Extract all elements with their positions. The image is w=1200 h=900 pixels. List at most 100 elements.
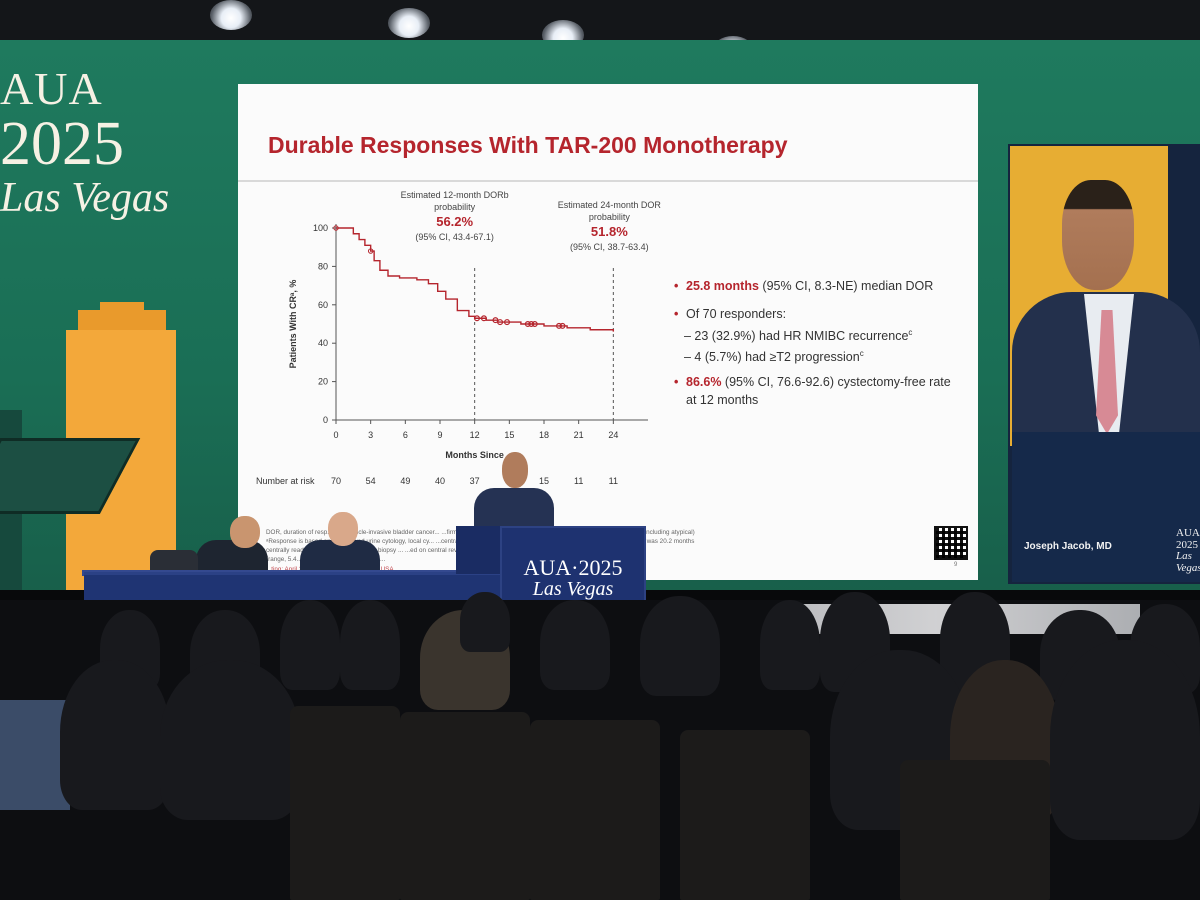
x-tick-label: 12 (470, 430, 480, 440)
panelist-right-head (328, 512, 358, 546)
audience-member (760, 600, 820, 690)
recurrence-sup: c (908, 328, 913, 337)
side-screen-logo: AUA 2025 Las Vegas (1176, 527, 1200, 574)
censor-mark (473, 315, 480, 322)
key-findings: • 25.8 months (95% CI, 8.3-NE) median DO… (674, 278, 964, 419)
audience-chair (680, 730, 810, 900)
x-tick-label: 3 (368, 430, 373, 440)
presentation-slide: Durable Responses With TAR-200 Monothera… (238, 84, 978, 580)
censor-mark (531, 321, 538, 328)
bullet-responders: • Of 70 responders: (674, 306, 964, 324)
qr-code-icon (934, 526, 968, 560)
censor-mark (528, 321, 535, 328)
audience-chair (530, 720, 660, 900)
dor12-label: Estimated 12-month DORb (401, 190, 509, 200)
podium-logo-aua: AUA·2025 (523, 555, 623, 580)
at-risk-label: Number at risk (256, 476, 315, 486)
audience-chair (900, 760, 1050, 900)
podium-logo: AUA·2025 Las Vegas (502, 556, 644, 600)
dor12-ci: (95% CI, 43.4-67.1) (415, 232, 494, 242)
audience-member (460, 592, 510, 652)
recurrence-item: – 23 (32.9%) had HR NMIBC recurrencec (684, 327, 964, 346)
x-tick-label: 6 (403, 430, 408, 440)
cystectomy-free-text: (95% CI, 76.6-92.6) cystectomy-free rate… (686, 375, 951, 407)
footnote-line: centrally read ... ositive cystoscopy wi… (266, 547, 588, 555)
censor-mark (367, 248, 374, 254)
slide-title: Durable Responses With TAR-200 Monothera… (268, 132, 788, 158)
speaker-name-caption: Joseph Jacob, MD (1024, 541, 1112, 552)
x-tick-label: 9 (437, 430, 442, 440)
stage-light (210, 0, 252, 30)
km-chart: 0 20 40 60 80 100 0 3 6 9 12 15 18 21 24 Months Since Pa… (256, 190, 662, 486)
presenter-body (474, 488, 554, 530)
audience-member (640, 596, 720, 696)
censor-mark (559, 322, 566, 329)
dor12-label: probability (434, 202, 476, 212)
wordmark-aua: AUA (0, 63, 103, 114)
at-risk-value: 11 (574, 476, 583, 486)
y-tick-label: 0 (323, 415, 328, 425)
at-risk-value: 54 (366, 476, 376, 486)
progression-item: – 4 (5.7%) had ≥T2 progressionc (684, 348, 964, 367)
at-risk-value: 70 (331, 476, 341, 486)
slide-number: 9 (954, 562, 958, 568)
x-tick-label: 24 (608, 430, 618, 440)
censor-mark (333, 225, 339, 231)
x-tick-label: 0 (333, 430, 338, 440)
at-risk-value: 37 (470, 476, 480, 486)
wordmark-city: Las Vegas (0, 175, 170, 221)
wordmark-year: 2025 (0, 110, 124, 178)
dor24-label: Estimated 24-month DOR (558, 200, 662, 210)
median-dor-text: (95% CI, 8.3-NE) median DOR (758, 279, 934, 293)
bullet-median-dor: • 25.8 months (95% CI, 8.3-NE) median DO… (674, 279, 934, 293)
audience-member (160, 660, 300, 820)
y-tick-label: 100 (313, 223, 328, 233)
censor-mark (480, 315, 487, 322)
censor-mark (524, 321, 531, 328)
side-logo-year: 2025 (1176, 538, 1198, 551)
x-tick-label: 21 (574, 430, 584, 440)
progression-sup: c (859, 348, 864, 358)
responders-text: Of 70 responders: (686, 306, 787, 321)
dor24-label: probability (589, 212, 631, 222)
speaker-tie (1096, 310, 1118, 434)
x-tick-label: 15 (504, 430, 514, 440)
cystectomy-free-value: 86.6% (686, 375, 722, 390)
responders-sublist: – 23 (32.9%) had HR NMIBC recurrencec – … (684, 327, 964, 366)
side-logo-aua: AUA (1176, 527, 1200, 539)
audience-member (540, 600, 610, 690)
side-logo-city: Las Vegas (1176, 550, 1200, 574)
bullet-cystectomy-free: • 86.6% (95% CI, 76.6-92.6) cystectomy-f… (674, 375, 951, 407)
panelist-left-head (230, 516, 260, 548)
y-tick-label: 20 (318, 377, 328, 387)
median-dor-value: 25.8 months (686, 279, 759, 293)
y-tick-label: 60 (318, 300, 328, 310)
censor-mark (556, 322, 563, 329)
y-tick-label: 40 (318, 338, 328, 348)
dor24-ci: (95% CI, 38.7-63.4) (570, 242, 649, 252)
title-divider (238, 180, 978, 182)
audience-chair (290, 706, 400, 900)
audience-member (340, 600, 400, 690)
dor12-value: 56.2% (436, 214, 473, 229)
speaker-screen-lectern (1012, 432, 1200, 582)
censor-mark (504, 319, 511, 326)
censor-mark (497, 319, 504, 326)
backdrop-wordmark: AUA 2025 Las Vegas (0, 62, 200, 222)
at-risk-value: 15 (539, 476, 549, 486)
audience-chair (400, 712, 530, 900)
speaker-head (1062, 180, 1134, 290)
audience-member (60, 660, 170, 810)
podium-logo-city: Las Vegas (532, 578, 614, 601)
progression-text: – 4 (5.7%) had ≥T2 progression (684, 349, 860, 364)
y-tick-label: 80 (318, 261, 328, 271)
x-axis-title: Months Since (445, 450, 504, 460)
presenter-head (502, 452, 528, 488)
stage-light (388, 8, 430, 38)
y-axis-title: Patients With CRᵃ, % (288, 280, 298, 369)
dor24-value: 51.8% (591, 224, 628, 239)
podium-side (456, 526, 506, 574)
at-risk-value: 49 (400, 476, 410, 486)
x-tick-label: 18 (539, 430, 549, 440)
audience-member (1050, 640, 1200, 840)
